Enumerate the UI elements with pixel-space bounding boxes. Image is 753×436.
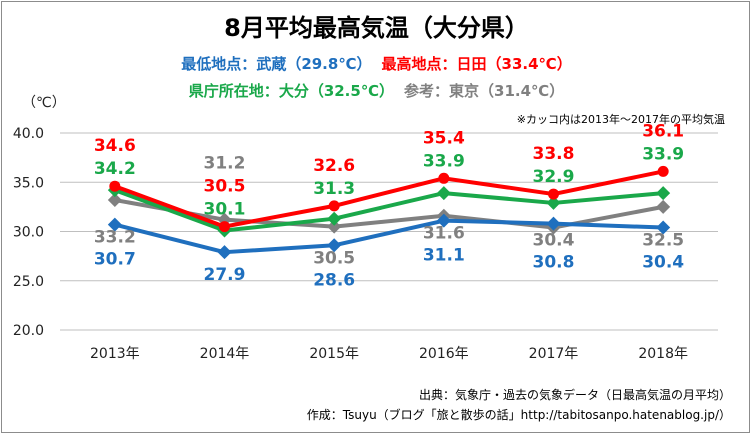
x-tick-label: 2015年 <box>309 346 359 362</box>
data-label-tokyo: 31.2 <box>204 154 246 174</box>
data-point-hita <box>657 165 669 177</box>
lowest-value: 武蔵（29.8℃） <box>256 55 372 73</box>
period-note: ※カッコ内は2013年～2017年の平均気温 <box>516 113 725 126</box>
x-tick-label: 2013年 <box>90 346 140 362</box>
lowest-label: 最低地点： <box>181 55 257 73</box>
author-credit: 作成：Tsuyu（ブログ「旅と散歩の話」http://tabitosanpo.h… <box>306 408 731 422</box>
y-tick-label: 25.0 <box>13 274 44 290</box>
subtitle-extremes: 最低地点：武蔵（29.8℃） 最高地点：日田（33.4℃） <box>0 53 753 74</box>
reference-label: 参考： <box>404 82 450 100</box>
data-point-hita <box>328 200 340 212</box>
data-label-hita: 32.6 <box>313 156 355 176</box>
series-line-mushi <box>114 218 664 255</box>
highest-value: 日田（33.4℃） <box>456 55 572 73</box>
data-point-mushi <box>107 217 122 232</box>
data-point-oita <box>327 211 342 226</box>
data-point-mushi <box>656 220 671 235</box>
data-label-oita: 33.9 <box>642 144 684 164</box>
data-label-mushi: 27.9 <box>204 265 246 285</box>
y-tick-label: 40.0 <box>13 126 44 142</box>
data-point-mushi <box>217 245 232 260</box>
data-label-mushi: 28.6 <box>313 270 355 290</box>
x-tick-label: 2018年 <box>638 346 688 362</box>
data-point-mushi <box>436 213 451 228</box>
capital-value: 大分（32.5℃） <box>278 82 394 100</box>
data-label-tokyo: 30.5 <box>313 248 355 268</box>
data-label-hita: 33.8 <box>533 144 575 164</box>
data-point-oita <box>546 195 561 210</box>
data-point-hita <box>548 188 559 200</box>
data-point-hita <box>109 180 121 192</box>
capital-label: 県庁所在地： <box>188 82 279 100</box>
reference-value: 東京（31.4℃） <box>449 82 565 100</box>
series-line-hita <box>114 169 664 229</box>
data-label-oita: 34.2 <box>94 159 136 179</box>
data-point-tokyo <box>107 192 122 207</box>
data-label-tokyo: 32.5 <box>642 231 684 251</box>
data-label-hita: 35.4 <box>423 128 465 148</box>
subtitle-capital: 県庁所在地：大分（32.5℃） 参考：東京（31.4℃） <box>0 80 753 101</box>
data-label-oita: 31.3 <box>313 179 355 199</box>
data-label-hita: 30.5 <box>204 177 246 197</box>
data-label-oita: 32.9 <box>533 167 575 187</box>
data-label-oita: 33.9 <box>423 151 465 171</box>
data-label-tokyo: 33.2 <box>94 228 136 248</box>
series-line-oita <box>114 188 664 233</box>
data-label-oita: 30.1 <box>204 200 246 220</box>
data-label-hita: 36.1 <box>642 121 684 141</box>
y-axis-unit: （℃） <box>22 95 66 111</box>
x-tick-label: 2014年 <box>200 346 250 362</box>
source-credit: 出典：気象庁・過去の気象データ（日最高気温の月平均） <box>418 388 731 402</box>
y-tick-label: 30.0 <box>13 225 44 241</box>
data-point-oita <box>436 186 451 201</box>
data-label-mushi: 30.8 <box>533 253 575 273</box>
data-point-hita <box>219 221 230 233</box>
data-point-tokyo <box>327 219 342 234</box>
data-point-mushi <box>546 216 561 231</box>
highest-label: 最高地点： <box>381 55 457 73</box>
y-tick-label: 20.0 <box>13 323 44 339</box>
data-label-mushi: 30.4 <box>642 253 684 273</box>
data-point-oita <box>656 186 671 201</box>
chart-title: 8月平均最高気温（大分県） <box>224 14 529 42</box>
data-label-hita: 34.6 <box>94 136 136 156</box>
y-tick-label: 35.0 <box>13 175 44 191</box>
data-point-hita <box>438 172 450 184</box>
data-label-mushi: 30.7 <box>94 250 136 270</box>
data-point-tokyo <box>656 199 671 214</box>
x-tick-label: 2016年 <box>419 346 469 362</box>
data-label-tokyo: 30.4 <box>533 231 575 251</box>
data-label-tokyo: 31.6 <box>423 224 465 244</box>
x-tick-label: 2017年 <box>529 346 579 362</box>
data-label-mushi: 31.1 <box>423 246 465 266</box>
data-point-mushi <box>327 238 342 253</box>
